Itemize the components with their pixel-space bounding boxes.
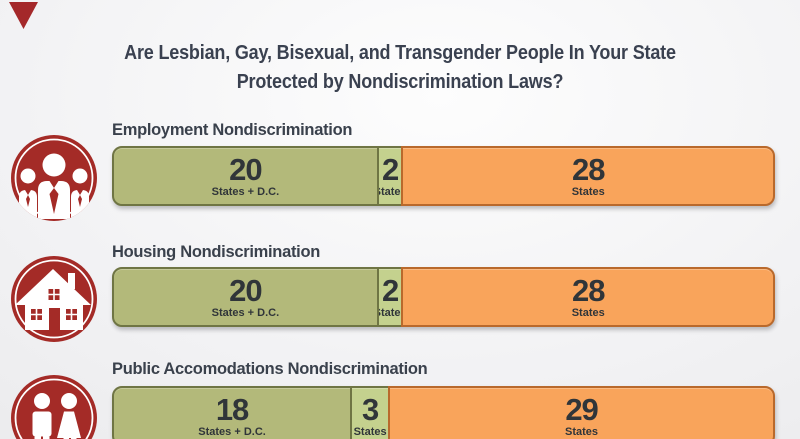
- segment-label: States: [353, 425, 387, 438]
- segment-value: 2: [382, 272, 399, 308]
- segment-value: 28: [571, 272, 605, 308]
- house-icon: [11, 256, 97, 342]
- segment-label: States + D.C.: [198, 425, 266, 438]
- public-accommodations-stacked-bar: 18 States + D.C. 3 States 29 States: [112, 386, 779, 439]
- bar-segment: 3 States: [350, 386, 391, 439]
- segment-label: States: [379, 185, 402, 198]
- bar-segment: 20 States + D.C.: [112, 146, 379, 206]
- bar-segment: 18 States + D.C.: [112, 386, 353, 439]
- section-heading-housing: Housing Nondiscrimination: [112, 242, 321, 261]
- segment-label: States: [571, 185, 605, 198]
- section-heading-employment: Employment Nondiscrimination: [112, 120, 353, 139]
- corner-triangle-icon: [9, 2, 38, 29]
- segment-value: 18: [215, 391, 249, 427]
- bar-segment: 2 States: [376, 267, 404, 327]
- segment-value: 20: [229, 151, 262, 187]
- segment-label: States: [571, 306, 605, 319]
- employment-stacked-bar: 20 States + D.C. 2 States 28 States: [112, 146, 779, 206]
- man-woman-icon: [11, 375, 97, 439]
- segment-label: States + D.C.: [211, 185, 280, 198]
- bar-segment: 20 States + D.C.: [112, 267, 379, 327]
- bar-segment: 28 States: [401, 146, 775, 206]
- segment-label: States: [379, 306, 402, 319]
- housing-stacked-bar: 20 States + D.C. 2 States 28 States: [112, 267, 779, 327]
- segment-value: 2: [382, 151, 399, 187]
- bar-segment: 28 States: [401, 267, 775, 327]
- page-title-line2: Protected by Nondiscrimination Laws?: [236, 71, 564, 93]
- section-heading-public-accommodations: Public Accomodations Nondiscrimination: [112, 359, 428, 378]
- segment-value: 29: [565, 391, 598, 427]
- bar-segment: 2 States: [376, 146, 404, 206]
- page-title-line1: Are Lesbian, Gay, Bisexual, and Transgen…: [124, 42, 676, 64]
- segment-value: 20: [229, 272, 262, 308]
- bar-segment: 29 States: [388, 386, 775, 439]
- segment-label: States + D.C.: [211, 306, 280, 319]
- segment-value: 3: [361, 391, 379, 427]
- segment-label: States: [565, 425, 599, 438]
- business-people-icon: [11, 135, 97, 221]
- segment-value: 28: [571, 151, 605, 187]
- page-title: Are Lesbian, Gay, Bisexual, and Transgen…: [40, 39, 760, 97]
